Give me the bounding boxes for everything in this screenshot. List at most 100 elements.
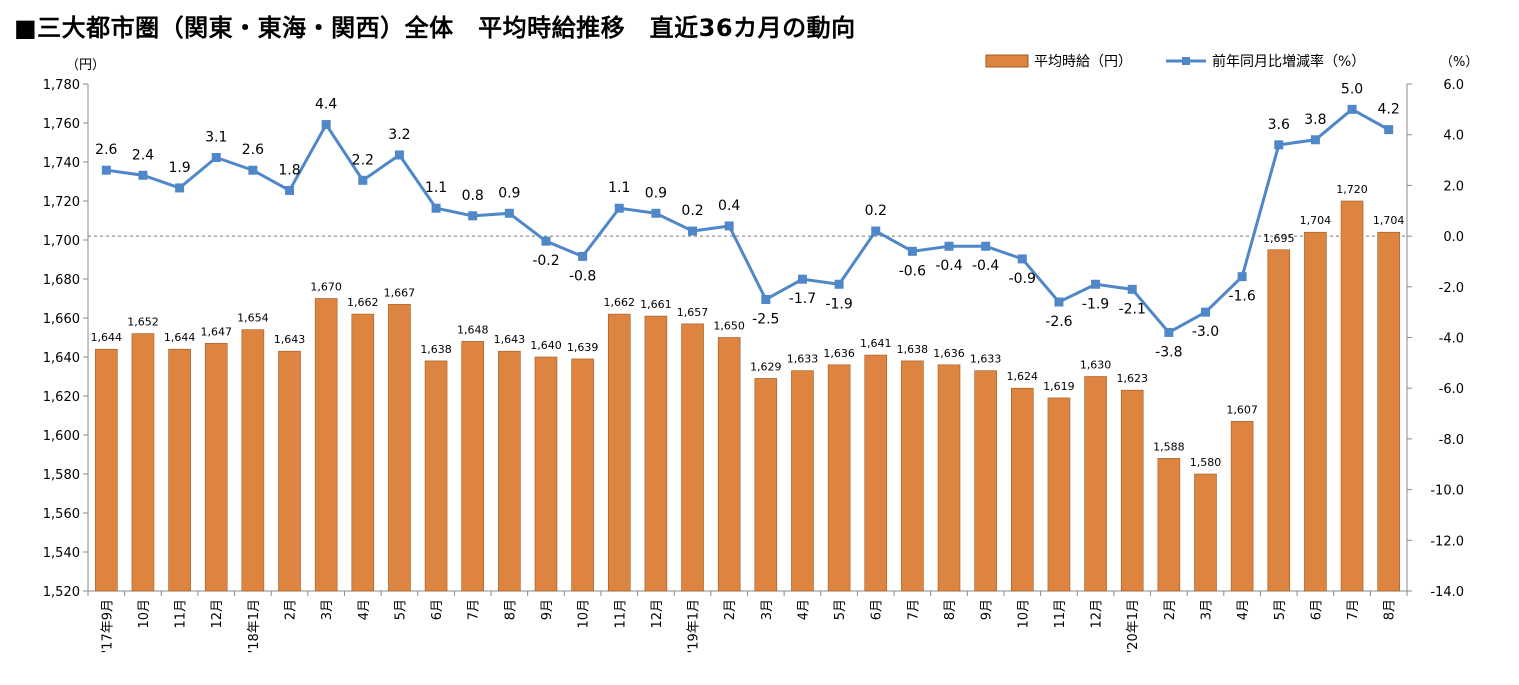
bar	[1047, 397, 1071, 592]
bar-value-label: 1,619	[1043, 380, 1075, 393]
bar	[241, 329, 265, 592]
left-tick-label: 1,540	[43, 546, 80, 561]
line-point	[358, 175, 368, 185]
x-tick-label: '19年1月	[687, 599, 702, 653]
x-tick-label: 12月	[1090, 599, 1105, 629]
line-point	[724, 221, 734, 231]
axes: 1,520 1,540 1,560 1,580 1,600 1,620 1,640 1,660…	[43, 78, 1464, 653]
x-tick-label: 10月	[1016, 599, 1031, 629]
chart-title: ■三大都市圏（関東・東海・関西）全体 平均時給推移 直近36カ月の動向	[14, 14, 856, 42]
bar-value-label: 1,643	[494, 333, 526, 346]
line-point	[614, 203, 624, 213]
bar-value-label: 1,648	[457, 323, 489, 336]
legend-line-marker	[1182, 57, 1190, 65]
bar-value-label: 1,639	[567, 341, 599, 354]
line-value-label: -2.6	[1045, 314, 1072, 330]
bar	[204, 343, 228, 592]
left-tick-label: 1,560	[43, 507, 80, 522]
left-tick-label: 1,660	[43, 312, 80, 327]
line-value-label: -0.8	[569, 268, 596, 284]
bar-series	[95, 200, 1400, 592]
line-point	[1054, 297, 1064, 307]
line-value-label: -0.4	[935, 258, 962, 274]
line-value-label: 2.4	[132, 147, 154, 163]
x-tick-label: 2月	[1163, 599, 1178, 620]
right-tick-label: 4.0	[1443, 129, 1464, 144]
x-tick-label: 5月	[833, 599, 848, 620]
x-tick-label: 5月	[1273, 599, 1288, 620]
line-point	[541, 236, 551, 246]
line-value-label: 1.1	[425, 180, 447, 196]
bar-value-label: 1,670	[310, 281, 342, 294]
bar-value-label: 1,633	[970, 353, 1002, 366]
line-point	[578, 251, 588, 261]
right-tick-label: -2.0	[1439, 281, 1464, 296]
left-tick-label: 1,640	[43, 351, 80, 366]
x-tick-label: 7月	[906, 599, 921, 620]
x-tick-label: 8月	[943, 599, 958, 620]
x-tick-label: 12月	[210, 599, 225, 629]
bar-value-label: 1,623	[1116, 372, 1148, 385]
right-tick-label: -14.0	[1430, 585, 1464, 600]
bar-value-label: 1,607	[1226, 403, 1258, 416]
x-tick-label: 6月	[1309, 599, 1324, 620]
left-tick-label: 1,740	[43, 156, 80, 171]
line-point	[394, 150, 404, 160]
bar	[278, 350, 301, 592]
line-value-label: -3.0	[1192, 324, 1219, 340]
line-point	[175, 183, 185, 193]
line-point	[1200, 307, 1210, 317]
bar-value-label: 1,638	[897, 343, 929, 356]
bar-value-label: 1,650	[713, 320, 745, 333]
bar	[1267, 249, 1291, 592]
bar-value-label: 1,720	[1336, 183, 1368, 196]
x-tick-label: 6月	[870, 599, 885, 620]
line-value-label: 2.2	[352, 152, 374, 168]
bar-value-label: 1,662	[604, 296, 636, 309]
line-value-label: 1.8	[278, 162, 300, 178]
x-tick-label: 7月	[467, 599, 482, 620]
x-tick-label: 12月	[650, 599, 665, 629]
x-tick-label: 8月	[503, 599, 518, 620]
bar	[168, 348, 191, 592]
bar	[1120, 389, 1144, 592]
bar	[1304, 231, 1327, 592]
line-value-label: -0.9	[1009, 271, 1036, 287]
bar	[791, 370, 814, 592]
line-value-label: -1.6	[1228, 289, 1255, 305]
x-tick-label: 4月	[796, 599, 811, 620]
line-point	[285, 185, 295, 195]
x-tick-label: 4月	[1236, 599, 1251, 620]
line-value-label: 1.1	[608, 180, 630, 196]
line-value-label: 3.1	[205, 130, 227, 146]
x-tick-label: 11月	[613, 599, 628, 629]
bar-value-label: 1,662	[347, 296, 379, 309]
bar	[681, 323, 704, 592]
line-point	[944, 241, 954, 251]
bar-value-label: 1,643	[274, 333, 306, 346]
bar-value-label: 1,695	[1263, 232, 1295, 245]
bar-value-label: 1,638	[420, 343, 452, 356]
x-tick-label: 11月	[174, 599, 189, 629]
line-value-label: 1.9	[168, 160, 190, 176]
line-point	[211, 153, 221, 163]
line-point	[1310, 135, 1320, 145]
line-point	[834, 279, 844, 289]
bar	[864, 354, 888, 592]
line-value-label: 2.6	[95, 142, 117, 158]
legend-bar-swatch	[985, 54, 1029, 68]
bar	[1010, 387, 1034, 592]
bar	[1377, 231, 1400, 592]
bar	[131, 333, 155, 592]
x-tick-label: 5月	[393, 599, 408, 620]
bar	[1340, 200, 1364, 592]
line-point	[688, 226, 698, 236]
growth-rate-line	[106, 107, 1390, 335]
x-tick-label: 4月	[357, 599, 372, 620]
bar-value-label: 1,704	[1373, 214, 1405, 227]
left-tick-label: 1,520	[43, 585, 80, 600]
bar-value-label: 1,652	[127, 316, 159, 329]
line-value-label: 0.9	[498, 185, 520, 201]
bar	[754, 378, 778, 592]
